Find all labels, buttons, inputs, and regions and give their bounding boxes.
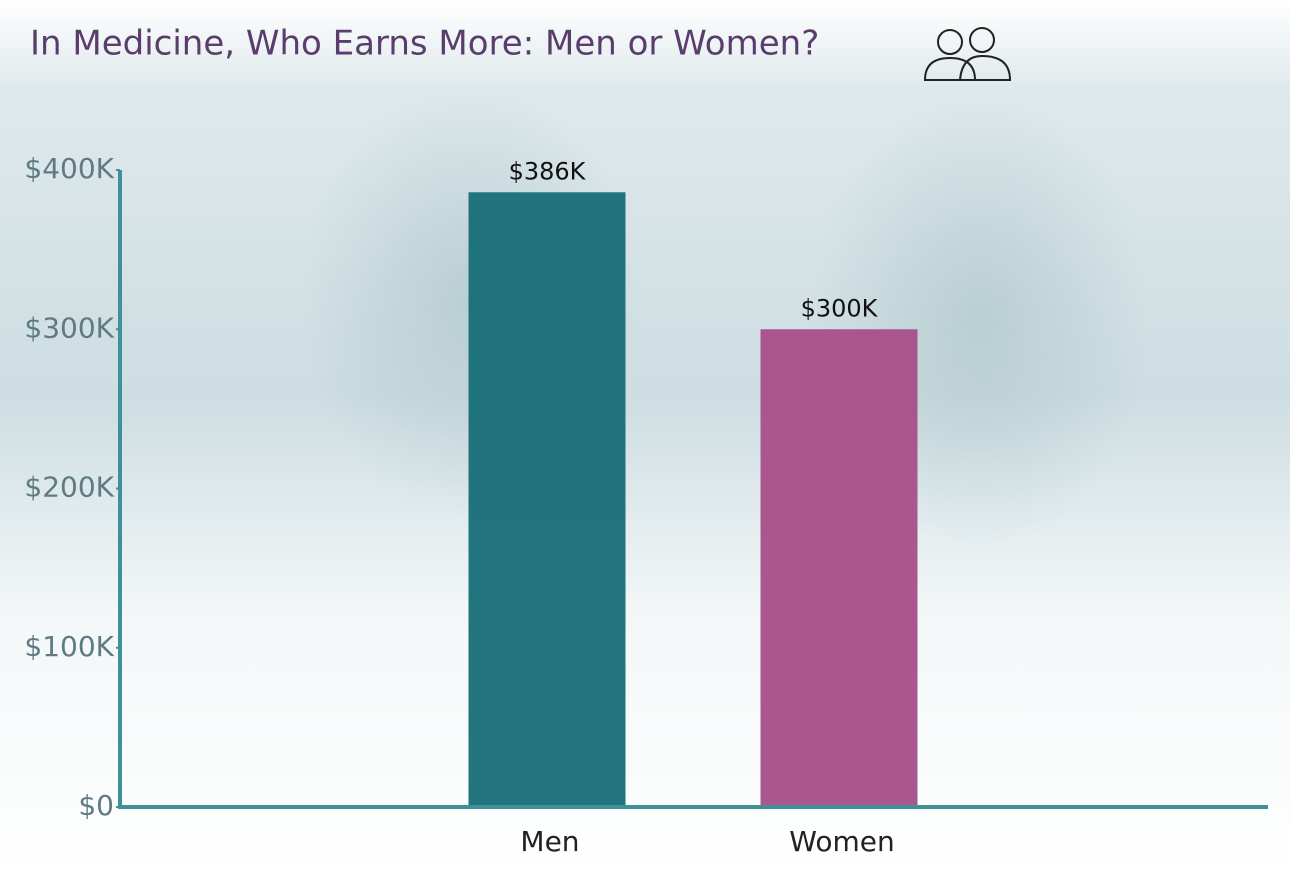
chart-title: In Medicine, Who Earns More: Men or Wome… bbox=[30, 24, 819, 64]
y-tick-label: $300K bbox=[24, 311, 114, 344]
y-tick-label: $100K bbox=[24, 630, 114, 663]
x-tick-label: Men bbox=[520, 825, 579, 858]
x-tick-label: Women bbox=[789, 825, 894, 858]
value-label: $300K bbox=[801, 294, 879, 322]
value-label: $386K bbox=[509, 157, 587, 185]
bar bbox=[760, 329, 918, 807]
doctors-icon bbox=[923, 27, 1012, 81]
y-tick-label: $400K bbox=[24, 152, 114, 185]
bar bbox=[468, 192, 626, 808]
y-tick-label: $200K bbox=[24, 471, 114, 504]
y-tick-label: $0 bbox=[78, 789, 114, 822]
